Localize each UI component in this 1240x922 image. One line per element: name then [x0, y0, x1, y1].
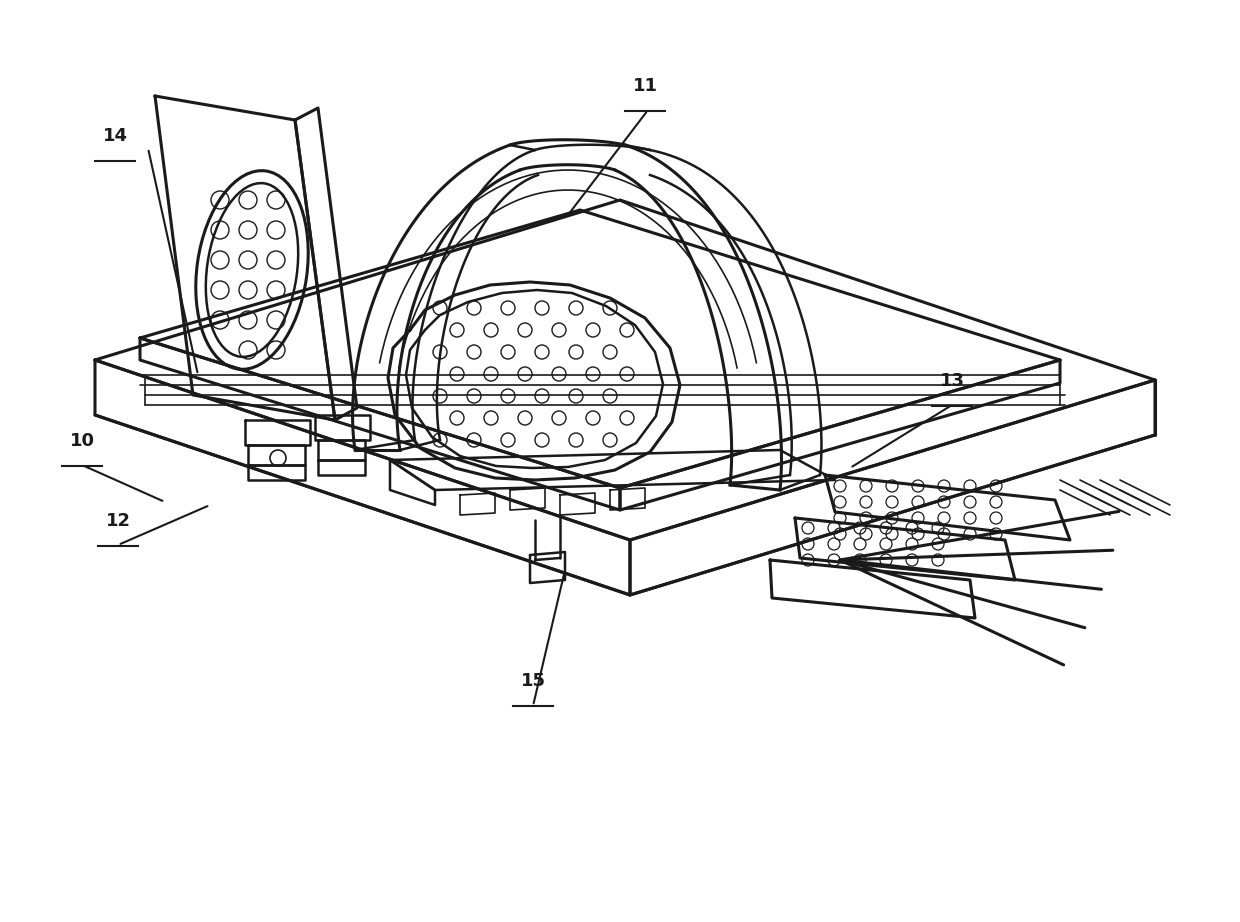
Text: 12: 12: [105, 512, 130, 530]
Text: 10: 10: [69, 432, 94, 450]
Text: 11: 11: [632, 77, 657, 95]
Text: 14: 14: [103, 127, 128, 145]
Text: 15: 15: [521, 672, 546, 690]
Text: 13: 13: [940, 372, 965, 390]
